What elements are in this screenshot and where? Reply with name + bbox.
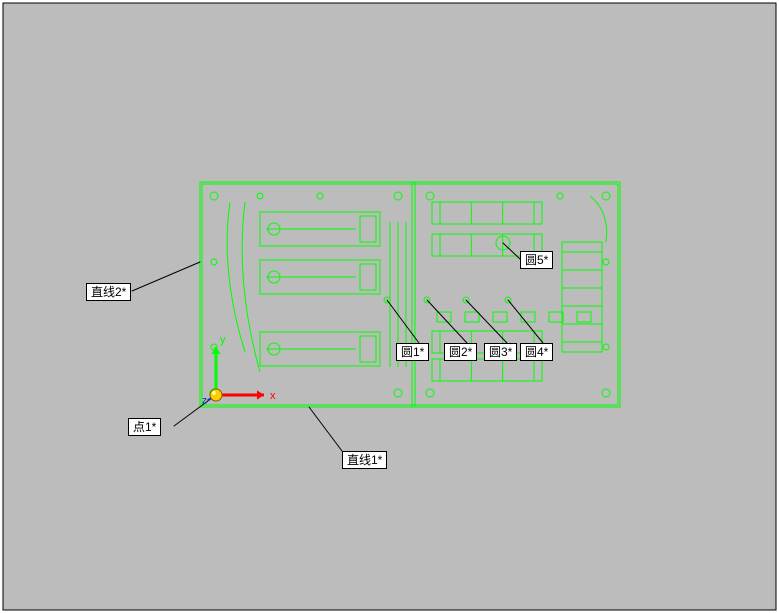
svg-text:z: z bbox=[202, 395, 207, 406]
annotation-label-c2[interactable]: 圆2* bbox=[444, 343, 477, 361]
annotation-label-line1[interactable]: 直线1* bbox=[342, 451, 387, 469]
annotation-label-c5[interactable]: 圆5* bbox=[520, 251, 553, 269]
annotation-label-c4[interactable]: 圆4* bbox=[520, 343, 553, 361]
annotation-label-point1[interactable]: 点1* bbox=[128, 418, 161, 436]
cad-viewport-svg[interactable]: x y z bbox=[0, 0, 779, 613]
annotation-label-c3[interactable]: 圆3* bbox=[484, 343, 517, 361]
stage: x y z 直线2* 点1* 直线1* 圆1* 圆2* 圆3*圆4* 圆5* bbox=[0, 0, 779, 613]
annotation-label-c1[interactable]: 圆1* bbox=[396, 343, 429, 361]
svg-text:y: y bbox=[220, 334, 226, 346]
annotation-label-line2[interactable]: 直线2* bbox=[86, 283, 131, 301]
svg-text:x: x bbox=[270, 390, 276, 402]
